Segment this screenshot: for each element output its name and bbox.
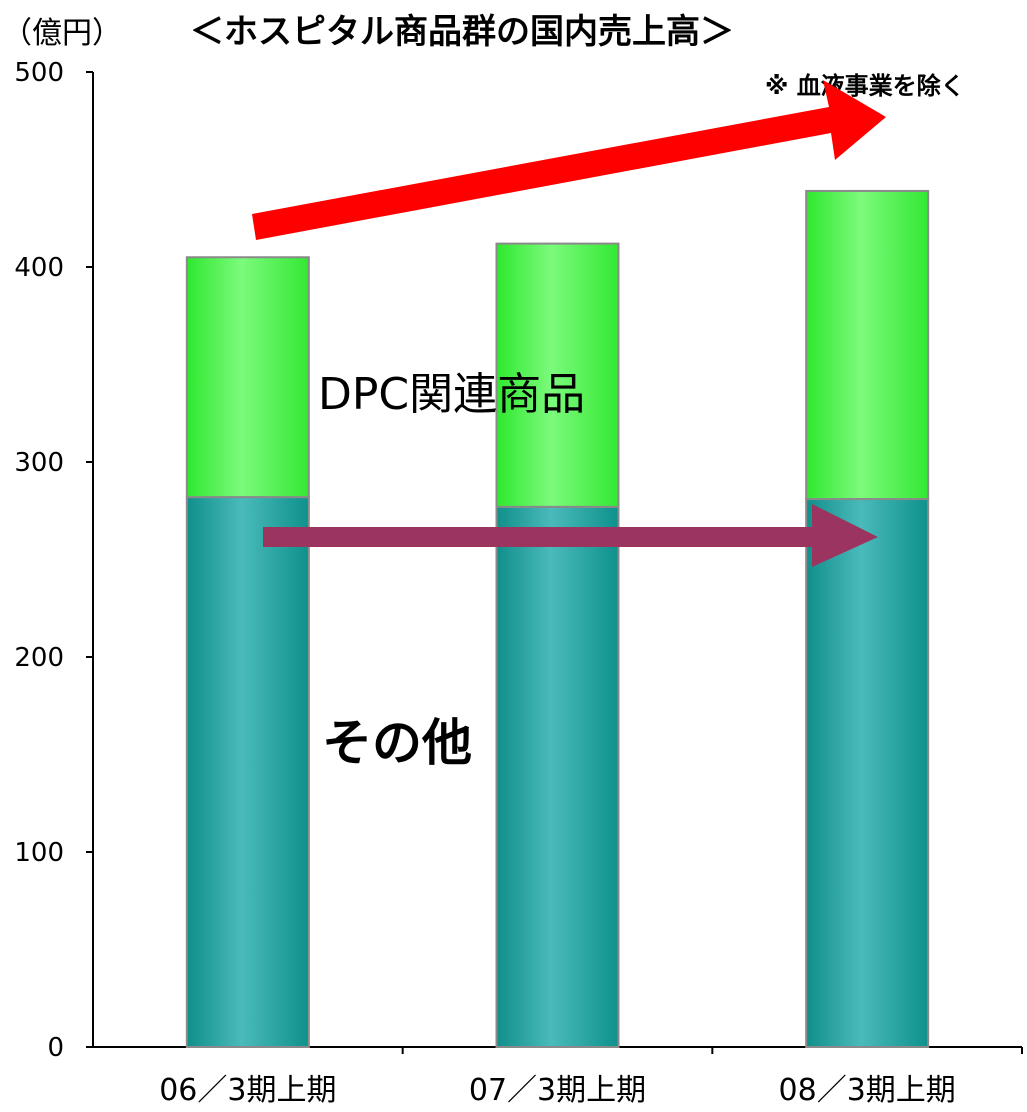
- y-tick-label: 400: [14, 253, 64, 283]
- bars-group: [185, 189, 930, 1049]
- y-tick-label: 100: [14, 838, 64, 868]
- bar-other: [185, 496, 310, 1049]
- y-tick-label: 300: [14, 448, 64, 478]
- y-axis: 0 100 200 300 400 500: [14, 58, 94, 1063]
- series-label-dpc: DPC関連商品: [318, 369, 586, 420]
- bar-dpc: [185, 256, 310, 499]
- bar-other: [805, 498, 930, 1048]
- series-label-other: その他: [322, 714, 472, 772]
- flat-arrow: [263, 504, 878, 567]
- footnote: ※ 血液事業を除く: [765, 72, 965, 100]
- growth-arrow: [252, 80, 886, 240]
- x-axis: 06／3期上期 07／3期上期 08／3期上期: [93, 1046, 1023, 1108]
- x-tick-label: 08／3期上期: [779, 1073, 956, 1108]
- y-axis-unit-label: （億円）: [2, 16, 122, 51]
- bar-other: [495, 505, 620, 1049]
- y-tick-label: 200: [14, 643, 64, 673]
- y-tick-label: 500: [14, 58, 64, 88]
- trend-arrows: [252, 80, 886, 567]
- y-tick-label: 0: [47, 1033, 64, 1063]
- x-tick-label: 06／3期上期: [159, 1073, 336, 1108]
- bar-dpc: [805, 189, 930, 501]
- bar-dpc: [495, 242, 620, 508]
- chart-title: ＜ホスピタル商品群の国内売上高＞: [190, 12, 734, 52]
- x-tick-label: 07／3期上期: [469, 1073, 646, 1108]
